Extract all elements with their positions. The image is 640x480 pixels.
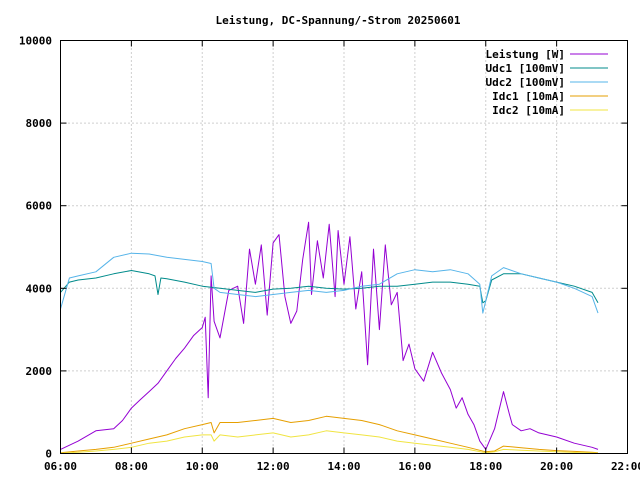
y-tick-label: 10000 [19, 35, 52, 48]
series-layer [60, 221, 599, 454]
series-line [60, 270, 599, 304]
x-tick-label: 16:00 [398, 460, 431, 473]
legend-label: Leistung [W] [486, 48, 565, 61]
x-tick-label: 06:00 [44, 460, 77, 473]
x-tick-label: 18:00 [469, 460, 502, 473]
grid [60, 40, 628, 454]
x-tick-label: 12:00 [257, 460, 290, 473]
x-tick-label: 10:00 [186, 460, 219, 473]
y-tick-label: 8000 [26, 117, 53, 130]
x-tick-label: 08:00 [115, 460, 148, 473]
series-line [60, 415, 599, 454]
legend-label: Udc1 [100mV] [486, 62, 565, 75]
x-tick-label: 22:00 [611, 460, 640, 473]
y-tick-label: 0 [45, 448, 52, 461]
legend: Leistung [W]Udc1 [100mV]Udc2 [100mV]Idc1… [486, 48, 608, 117]
legend-label: Udc2 [100mV] [486, 76, 565, 89]
series-line [60, 221, 599, 450]
legend-label: Idc1 [10mA] [492, 90, 565, 103]
legend-label: Idc2 [10mA] [492, 104, 565, 117]
series-line [60, 252, 599, 314]
x-tick-label: 14:00 [327, 460, 360, 473]
chart-title: Leistung, DC-Spannung/-Strom 20250601 [215, 14, 460, 27]
series-line [60, 430, 599, 454]
y-tick-label: 6000 [26, 200, 53, 213]
y-tick-label: 4000 [26, 282, 53, 295]
y-tick-label: 2000 [26, 365, 53, 378]
axes: 06:00 08:00 10:00 12:00 14:00 16:00 18:00 20:00… [19, 35, 640, 474]
x-tick-label: 20:00 [540, 460, 573, 473]
